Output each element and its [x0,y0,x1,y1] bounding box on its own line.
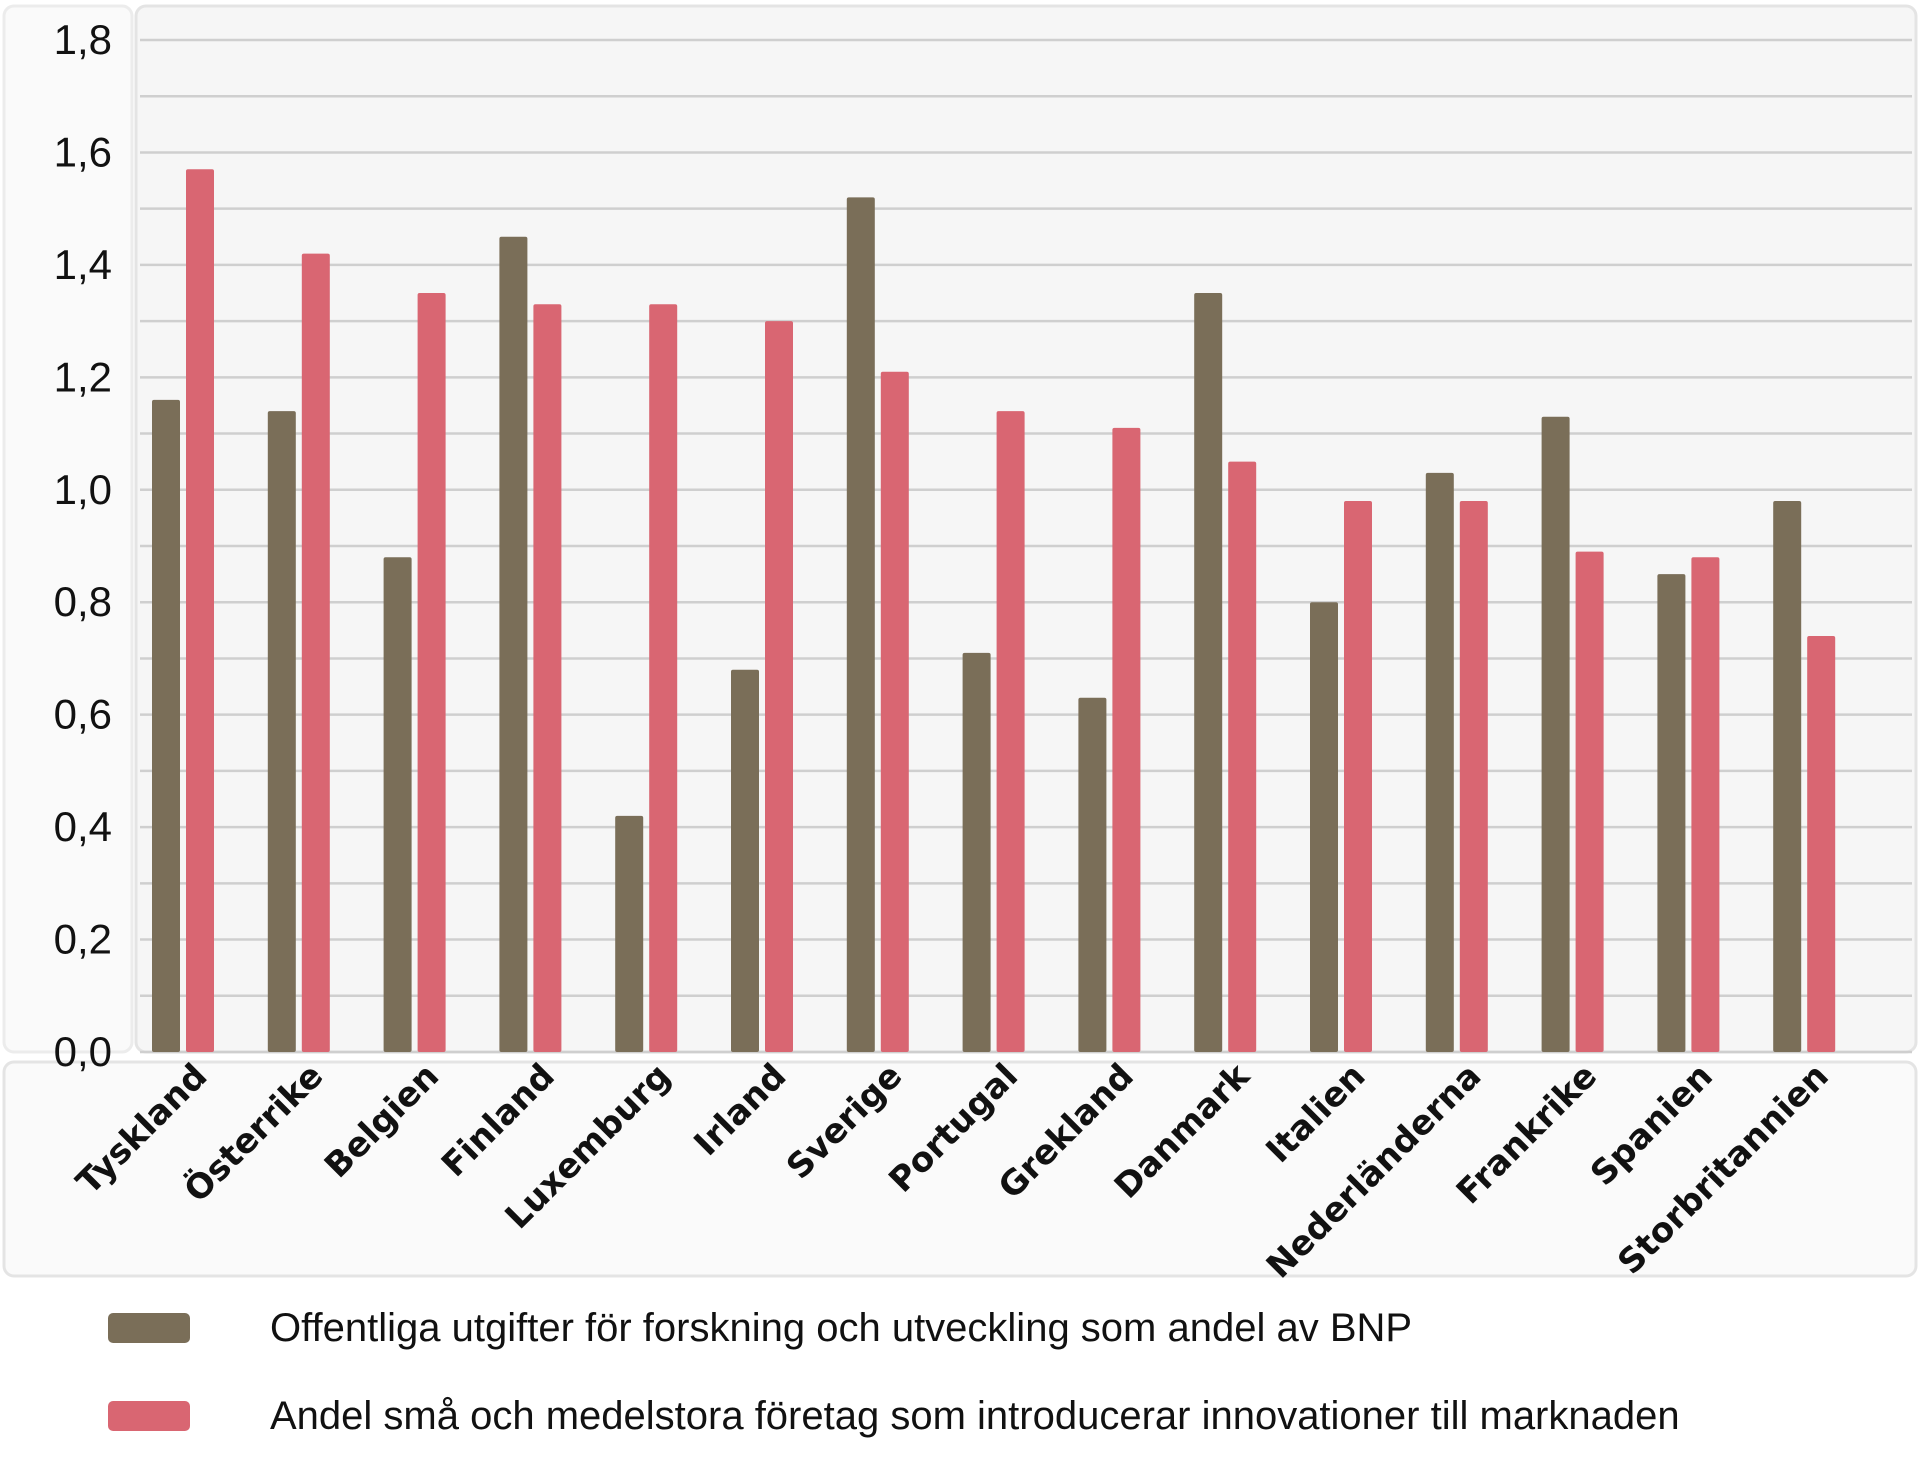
y-tick-label: 0,8 [54,578,112,625]
bar-sme-innovation-1[interactable] [301,253,330,1053]
bar-rd-spending-6[interactable] [846,197,875,1052]
y-tick-label: 1,0 [54,466,112,513]
legend-swatch-0 [108,1313,190,1343]
bar-rd-spending-12[interactable] [1541,416,1570,1052]
bars [152,169,1836,1053]
bar-sme-innovation-2[interactable] [417,293,446,1052]
bar-rd-spending-0[interactable] [152,399,180,1052]
legend: Offentliga utgifter för forskning och ut… [108,1305,1680,1481]
bar-sme-innovation-14[interactable] [1807,635,1836,1052]
bar-sme-innovation-10[interactable] [1344,501,1372,1052]
y-tick-label: 1,4 [54,241,112,288]
y-tick-label: 0,2 [54,916,112,963]
bar-sme-innovation-3[interactable] [533,304,562,1052]
bar-sme-innovation-9[interactable] [1228,461,1257,1053]
bar-rd-spending-2[interactable] [383,557,412,1052]
y-axis-panel [2,4,134,1054]
bar-sme-innovation-7[interactable] [996,411,1025,1053]
bar-sme-innovation-8[interactable] [1112,427,1141,1052]
y-tick-label: 0,0 [54,1028,112,1075]
legend-item-0[interactable]: Offentliga utgifter för forskning och ut… [108,1305,1680,1351]
bar-rd-spending-1[interactable] [267,411,296,1053]
y-tick-label: 1,8 [54,16,112,63]
bar-rd-spending-11[interactable] [1425,472,1454,1052]
bar-sme-innovation-4[interactable] [649,304,678,1052]
y-tick-label: 0,6 [54,691,112,738]
bar-sme-innovation-0[interactable] [186,169,214,1053]
y-tick-label: 0,4 [54,803,112,850]
bar-sme-innovation-12[interactable] [1575,551,1604,1052]
bar-rd-spending-4[interactable] [615,815,644,1052]
bar-rd-spending-14[interactable] [1773,501,1802,1052]
y-tick-label: 1,6 [54,128,112,175]
bar-sme-innovation-11[interactable] [1459,501,1488,1052]
legend-item-1[interactable]: Andel små och medelstora företag som int… [108,1393,1680,1439]
bar-rd-spending-5[interactable] [731,669,759,1052]
y-axis-ticks: 0,0 0,2 0,4 0,6 0,8 1,0 1,2 1,4 1,6 1,8 [54,16,112,1075]
bar-chart: 0,00,20,40,60,81,01,21,41,61,8 TysklandÖ… [2,4,1918,1286]
bar-rd-spending-9[interactable] [1194,293,1223,1052]
bar-sme-innovation-5[interactable] [765,321,793,1053]
y-tick-label: 1,2 [54,353,112,400]
bar-rd-spending-8[interactable] [1078,697,1107,1052]
category-axis-panel [2,1060,1918,1278]
bar-rd-spending-13[interactable] [1657,574,1686,1052]
bar-rd-spending-3[interactable] [499,236,528,1052]
bar-sme-innovation-13[interactable] [1691,557,1720,1052]
bar-rd-spending-7[interactable] [962,652,991,1052]
bar-rd-spending-10[interactable] [1310,602,1338,1052]
legend-label-1: Andel små och medelstora företag som int… [270,1393,1680,1438]
legend-swatch-1 [108,1401,190,1431]
legend-label-0: Offentliga utgifter för forskning och ut… [270,1305,1413,1350]
bar-sme-innovation-6[interactable] [880,371,909,1052]
